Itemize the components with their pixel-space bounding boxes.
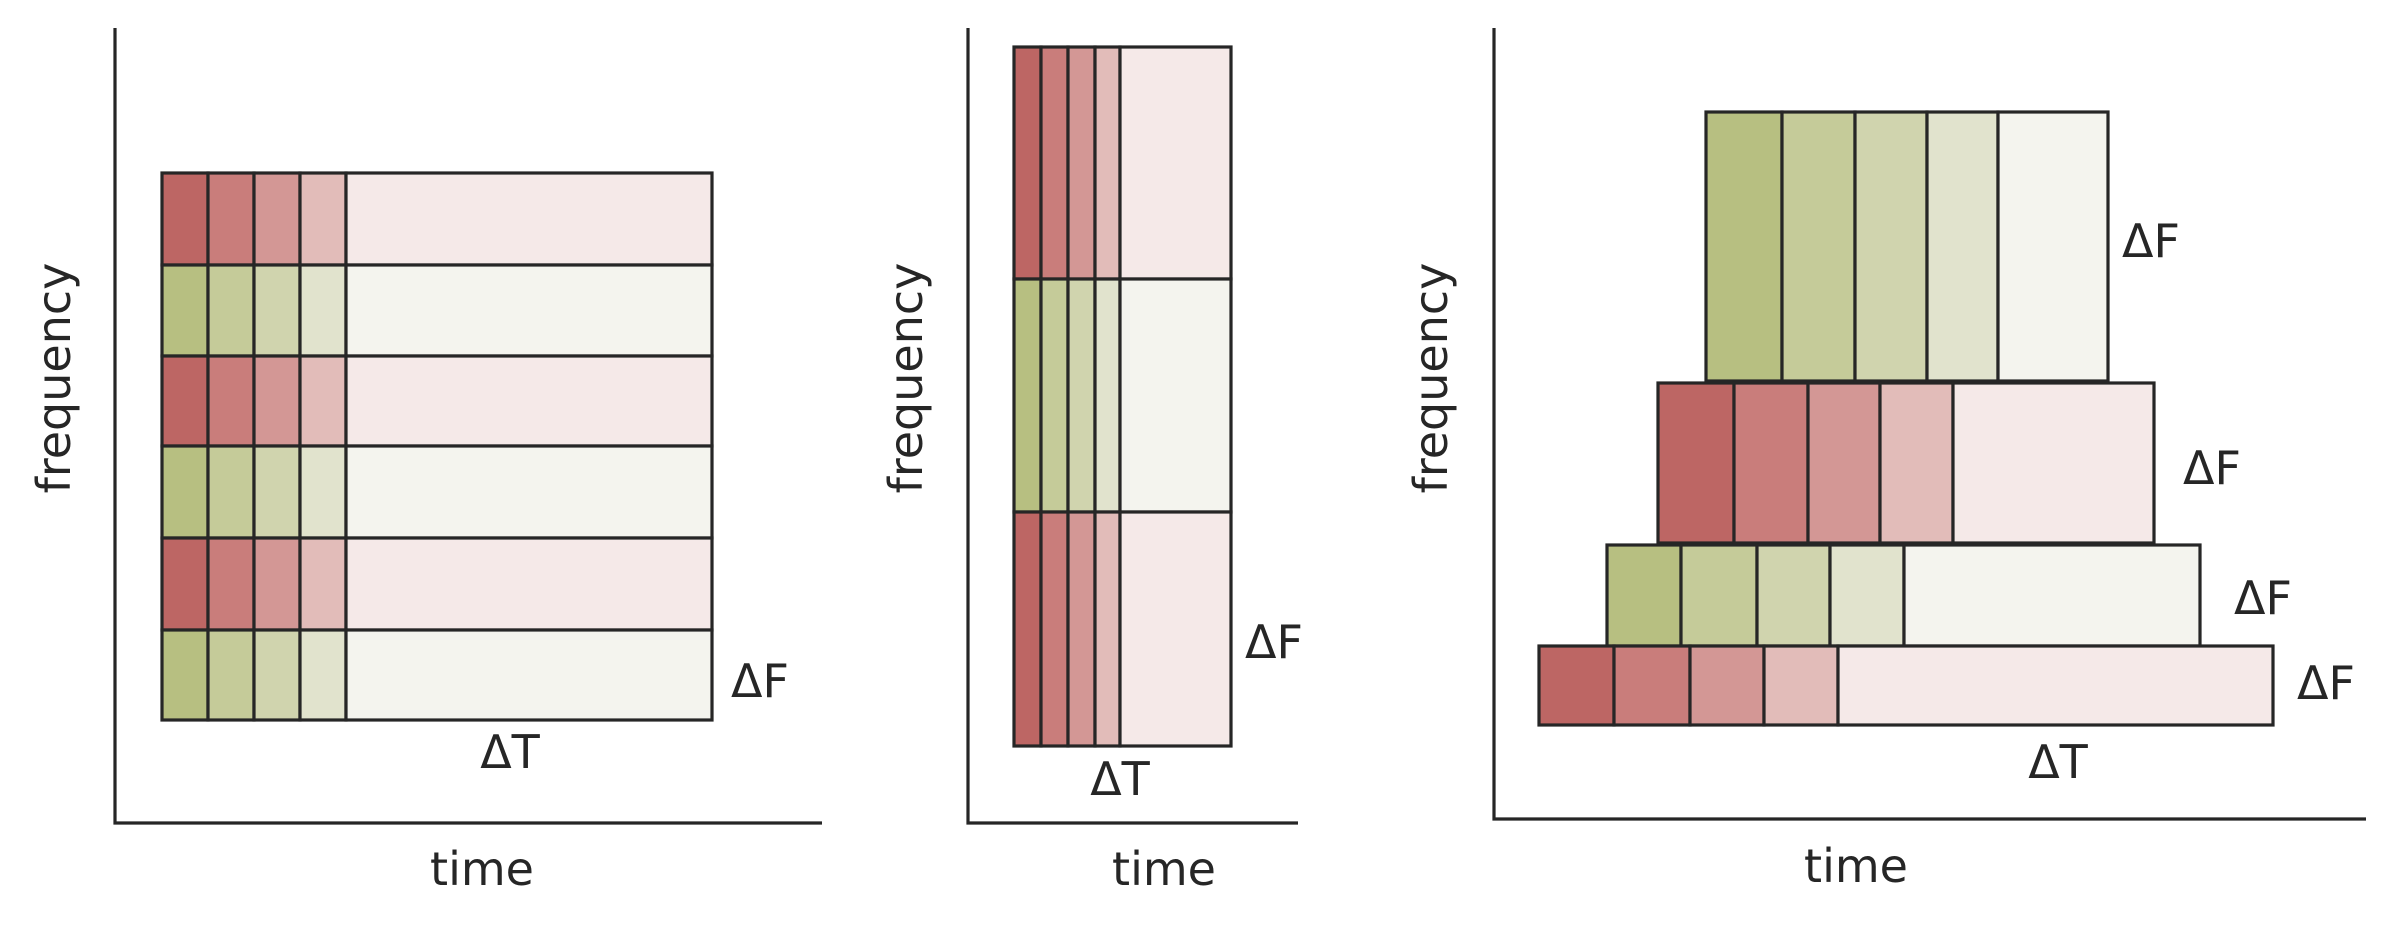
panel-2-row-1-cell-5 — [1118, 45, 1233, 281]
panel-1-row-1-cell-4 — [298, 171, 348, 267]
panel-2-dt-label: ΔT — [1090, 752, 1150, 806]
panel-1-df-label: ΔF — [731, 654, 789, 708]
panel-1-row-5-cell-2 — [206, 536, 256, 632]
panel-3-df-label-bottom: ΔF — [2297, 656, 2355, 710]
panel-3-row-2-cell-3 — [1806, 381, 1882, 545]
panel-1-row-1-cell-2 — [206, 171, 256, 267]
panel-2-axes — [966, 28, 1298, 825]
panel-2-row-3-cell-5 — [1118, 510, 1233, 748]
panel-3-df-label-top: ΔF — [2122, 214, 2180, 268]
panel-1-row-3-cell-4 — [298, 354, 348, 448]
panel-1-row-2-cell-4 — [298, 263, 348, 358]
panel-1-row-2-cell-1 — [160, 263, 210, 358]
panel-1-row-1-cell-1 — [160, 171, 210, 267]
panel-3-row-4-cell-5 — [1836, 644, 2275, 727]
panel-1-row-3-cell-5 — [344, 354, 714, 448]
panel-2-row-3-cell-1 — [1012, 510, 1043, 748]
panel-1-row-3-cell-3 — [252, 354, 302, 448]
panel-1-row-4-cell-5 — [344, 444, 714, 540]
panel-3-row-1-cell-1 — [1704, 110, 1784, 383]
panel-2-row-1-cell-4 — [1093, 45, 1122, 281]
panel-3-row-3-cell-4 — [1828, 543, 1906, 648]
panel-3-row-1-cell-2 — [1780, 110, 1857, 383]
panel-1-row-3-cell-2 — [206, 354, 256, 448]
panel-3-df-label-third: ΔF — [2234, 571, 2292, 625]
panel-2-row-1-cell-3 — [1066, 45, 1097, 281]
panel-2-grid — [1012, 45, 1233, 748]
panel-1-row-5-cell-5 — [344, 536, 714, 632]
panel-2-row-2-cell-2 — [1039, 277, 1070, 514]
panel-3-row-2-cell-5 — [1951, 381, 2156, 545]
panel-1-dt-label: ΔT — [480, 725, 540, 779]
panel-2-df-label: ΔF — [1245, 615, 1303, 669]
panel-1-row-5-cell-1 — [160, 536, 210, 632]
panel-2-row-2-cell-1 — [1012, 277, 1043, 514]
panel-3-row-4-cell-2 — [1612, 644, 1692, 727]
panel-3-row-3-cell-2 — [1679, 543, 1759, 648]
panel-3-axes — [1492, 28, 2366, 821]
panel-1-row-6-cell-3 — [252, 628, 302, 722]
panel-3-row-2-cell-1 — [1656, 381, 1736, 545]
panel-2-row-2-cell-3 — [1066, 277, 1097, 514]
panel-1: time frequency ΔT ΔF — [27, 28, 822, 896]
panel-2: time frequency ΔT ΔF — [879, 28, 1303, 896]
panel-3-df-label-second: ΔF — [2183, 441, 2241, 495]
panel-3-row-4-cell-4 — [1762, 644, 1840, 727]
panel-1-row-6-cell-1 — [160, 628, 210, 722]
panel-1-row-2-cell-5 — [344, 263, 714, 358]
panel-2-row-1-cell-1 — [1012, 45, 1043, 281]
panel-3-row-4-cell-3 — [1688, 644, 1766, 727]
panel-1-x-label: time — [430, 842, 534, 896]
panel-1-row-6-cell-4 — [298, 628, 348, 722]
panel-1-row-3-cell-1 — [160, 354, 210, 448]
panel-1-y-label: frequency — [27, 263, 81, 494]
panel-1-row-1-cell-5 — [344, 171, 714, 267]
panel-3-row-2-cell-4 — [1878, 381, 1955, 545]
panel-3-row-1-cell-3 — [1853, 110, 1929, 383]
panel-1-axes — [113, 28, 822, 825]
panel-2-row-3-cell-4 — [1093, 510, 1122, 748]
panel-1-row-5-cell-3 — [252, 536, 302, 632]
panel-3-row-3-cell-3 — [1755, 543, 1832, 648]
panel-2-row-1-cell-2 — [1039, 45, 1070, 281]
panel-1-row-6-cell-5 — [344, 628, 714, 722]
panel-3-grid — [1537, 110, 2275, 727]
panel-2-row-2-cell-4 — [1093, 277, 1122, 514]
panel-1-row-2-cell-3 — [252, 263, 302, 358]
panel-2-row-3-cell-3 — [1066, 510, 1097, 748]
panel-1-row-2-cell-2 — [206, 263, 256, 358]
panel-3-y-label: frequency — [1404, 263, 1458, 494]
panel-1-grid — [160, 171, 714, 722]
panel-3-row-3-cell-5 — [1902, 543, 2202, 648]
panel-1-row-6-cell-2 — [206, 628, 256, 722]
panel-1-row-4-cell-3 — [252, 444, 302, 540]
panel-3-dt-label: ΔT — [2028, 735, 2088, 789]
panel-2-x-label: time — [1112, 842, 1216, 896]
panel-2-row-2-cell-5 — [1118, 277, 1233, 514]
panel-1-row-4-cell-4 — [298, 444, 348, 540]
panel-1-row-1-cell-3 — [252, 171, 302, 267]
panel-1-row-5-cell-4 — [298, 536, 348, 632]
panel-3-row-4-cell-1 — [1537, 644, 1616, 727]
panel-2-row-3-cell-2 — [1039, 510, 1070, 748]
panel-1-row-4-cell-2 — [206, 444, 256, 540]
panel-3-row-3-cell-1 — [1605, 543, 1683, 648]
panel-3: time frequency ΔT ΔF ΔF ΔF ΔF — [1404, 28, 2366, 893]
panel-3-row-1-cell-4 — [1925, 110, 2000, 383]
panel-1-row-4-cell-1 — [160, 444, 210, 540]
panel-2-y-label: frequency — [879, 263, 933, 494]
panel-3-x-label: time — [1804, 839, 1908, 893]
panel-3-row-1-cell-5 — [1996, 110, 2110, 383]
panel-3-row-2-cell-2 — [1732, 381, 1810, 545]
